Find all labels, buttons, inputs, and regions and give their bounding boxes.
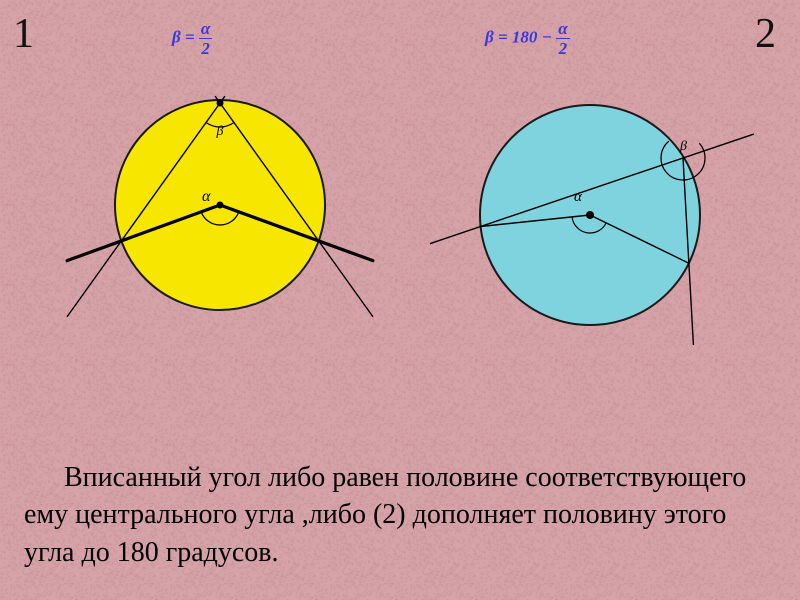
svg-text:β: β — [216, 124, 224, 139]
diagram-1: αβ — [60, 75, 380, 335]
formula-1: β = α2 — [172, 20, 212, 57]
diagram-2: αβ — [430, 55, 790, 345]
svg-text:α: α — [574, 189, 583, 205]
slide: 12β = α2β = 180 − α2αβαβВписанный угол л… — [0, 0, 800, 600]
svg-text:α: α — [202, 188, 211, 205]
formula-2-lhs: β = 180 − — [485, 27, 556, 46]
svg-text:β: β — [679, 139, 687, 154]
panel-number-right: 2 — [755, 10, 776, 58]
formula-1-lhs: β = — [172, 27, 199, 46]
caption-text: Вписанный угол либо равен половине соотв… — [24, 459, 776, 572]
formula-2: β = 180 − α2 — [485, 20, 570, 57]
panel-number-left: 1 — [13, 10, 34, 58]
